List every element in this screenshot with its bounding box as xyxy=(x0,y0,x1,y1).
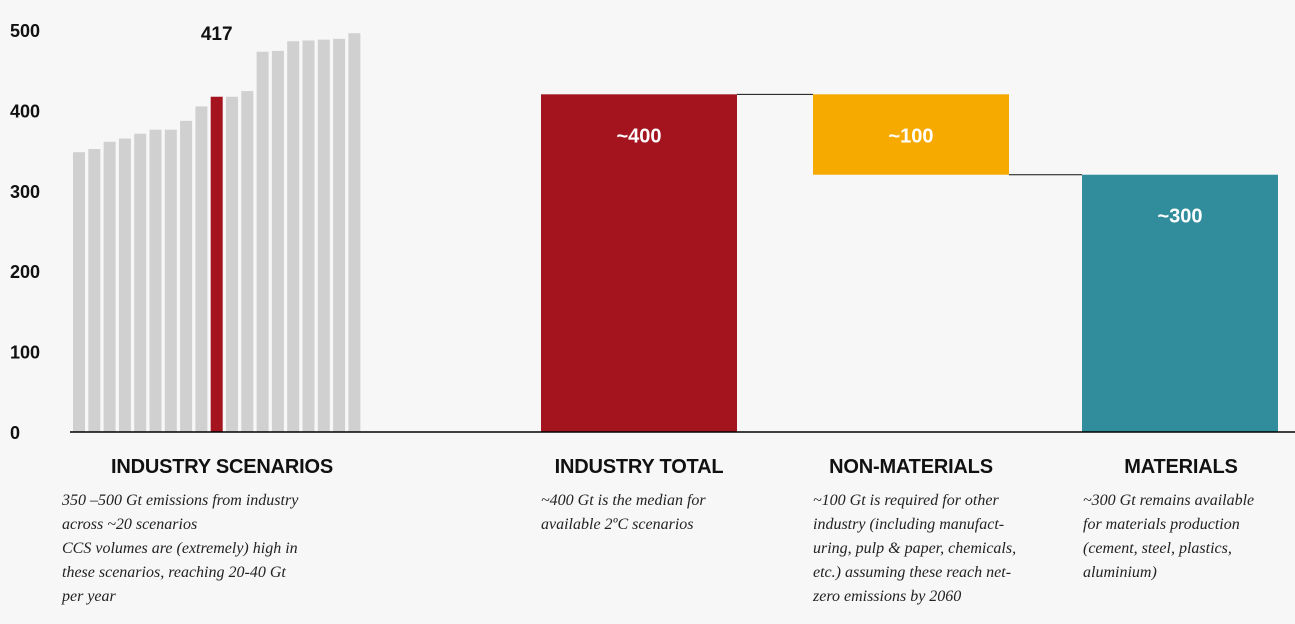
waterfall-bar xyxy=(813,94,1009,175)
scenario-bar xyxy=(88,148,101,432)
waterfall-value-label: ~400 xyxy=(616,125,661,147)
caption-line: across ~20 scenarios xyxy=(62,516,198,533)
y-tick-label: 0 xyxy=(10,423,20,440)
caption-line: CCS volumes are (extremely) high in xyxy=(62,540,298,557)
caption-line: available 2ºC scenarios xyxy=(541,516,694,533)
scenario-bar xyxy=(271,50,284,433)
scenario-bar xyxy=(103,141,116,433)
scenario-bar xyxy=(118,138,131,433)
scenario-bar xyxy=(195,106,208,432)
caption-line: these scenarios, reaching 20-40 Gt xyxy=(62,564,286,581)
scenario-bar xyxy=(348,33,361,432)
y-tick-label: 400 xyxy=(10,101,40,121)
caption-line: industry (including manufact- xyxy=(813,516,1005,533)
caption-line: zero emissions by 2060 xyxy=(813,588,962,605)
scenario-bars: 417 xyxy=(73,24,361,433)
caption-text: ~300 Gt remains available for materials … xyxy=(1083,489,1293,585)
scenario-bar-highlight xyxy=(210,96,223,433)
caption-title: NON-MATERIALS xyxy=(829,456,993,478)
scenario-bar xyxy=(302,40,315,433)
caption-line: ~100 Gt is required for other xyxy=(813,492,999,509)
caption-title: INDUSTRY SCENARIOS xyxy=(111,456,333,478)
caption-line: ~400 Gt is the median for xyxy=(541,492,706,509)
caption-line: for materials production xyxy=(1083,516,1240,533)
y-tick-label: 100 xyxy=(10,343,40,363)
scenario-bar xyxy=(317,39,330,432)
waterfall-bar xyxy=(1082,174,1278,432)
caption-line: aluminium) xyxy=(1083,564,1157,581)
scenario-bar xyxy=(226,96,238,433)
emissions-chart: 0 100 200 300 400 500 417 ~400 ~100 ~300 xyxy=(10,21,1295,440)
caption-title: INDUSTRY TOTAL xyxy=(554,456,724,478)
scenario-bar xyxy=(287,41,300,432)
scenario-bar xyxy=(256,51,269,432)
waterfall-bars: ~400 ~100 ~300 xyxy=(541,94,1278,432)
caption-title: MATERIALS xyxy=(1124,456,1238,478)
caption-text: ~100 Gt is required for other industry (… xyxy=(813,489,1053,609)
highlight-value-label: 417 xyxy=(201,24,233,45)
caption-text: ~400 Gt is the median for available 2ºC … xyxy=(541,489,761,537)
scenario-bar xyxy=(241,91,254,432)
waterfall-value-label: ~100 xyxy=(888,125,933,147)
caption-industry-total: INDUSTRY TOTAL ~400 Gt is the median for… xyxy=(541,456,761,537)
caption-non-materials: NON-MATERIALS ~100 Gt is required for ot… xyxy=(813,456,1053,609)
waterfall-value-label: ~300 xyxy=(1157,206,1202,228)
scenario-bar xyxy=(333,38,346,433)
y-tick-label: 200 xyxy=(10,262,40,282)
caption-line: ~300 Gt remains available xyxy=(1083,492,1255,509)
caption-line: uring, pulp & paper, chemicals, xyxy=(813,540,1017,557)
caption-line: (cement, steel, plastics, xyxy=(1083,540,1232,557)
scenario-bar xyxy=(180,120,193,433)
caption-text: 350 –500 Gt emissions from industry acro… xyxy=(62,489,392,609)
y-axis-ticks: 0 100 200 300 400 500 xyxy=(10,21,40,440)
y-tick-label: 300 xyxy=(10,182,40,202)
scenario-bar xyxy=(149,129,162,433)
caption-industry-scenarios: INDUSTRY SCENARIOS 350 –500 Gt emissions… xyxy=(62,456,392,609)
scenario-bar xyxy=(134,133,147,432)
caption-line: per year xyxy=(62,588,116,605)
scenario-bar xyxy=(164,129,177,433)
y-tick-label: 500 xyxy=(10,21,40,41)
scenario-bar xyxy=(73,152,85,432)
caption-line: etc.) assuming these reach net- xyxy=(813,564,1012,581)
caption-materials: MATERIALS ~300 Gt remains available for … xyxy=(1083,456,1293,585)
caption-line: 350 –500 Gt emissions from industry xyxy=(62,492,299,509)
waterfall-bar xyxy=(541,94,737,432)
waterfall-connectors xyxy=(737,93,1082,176)
